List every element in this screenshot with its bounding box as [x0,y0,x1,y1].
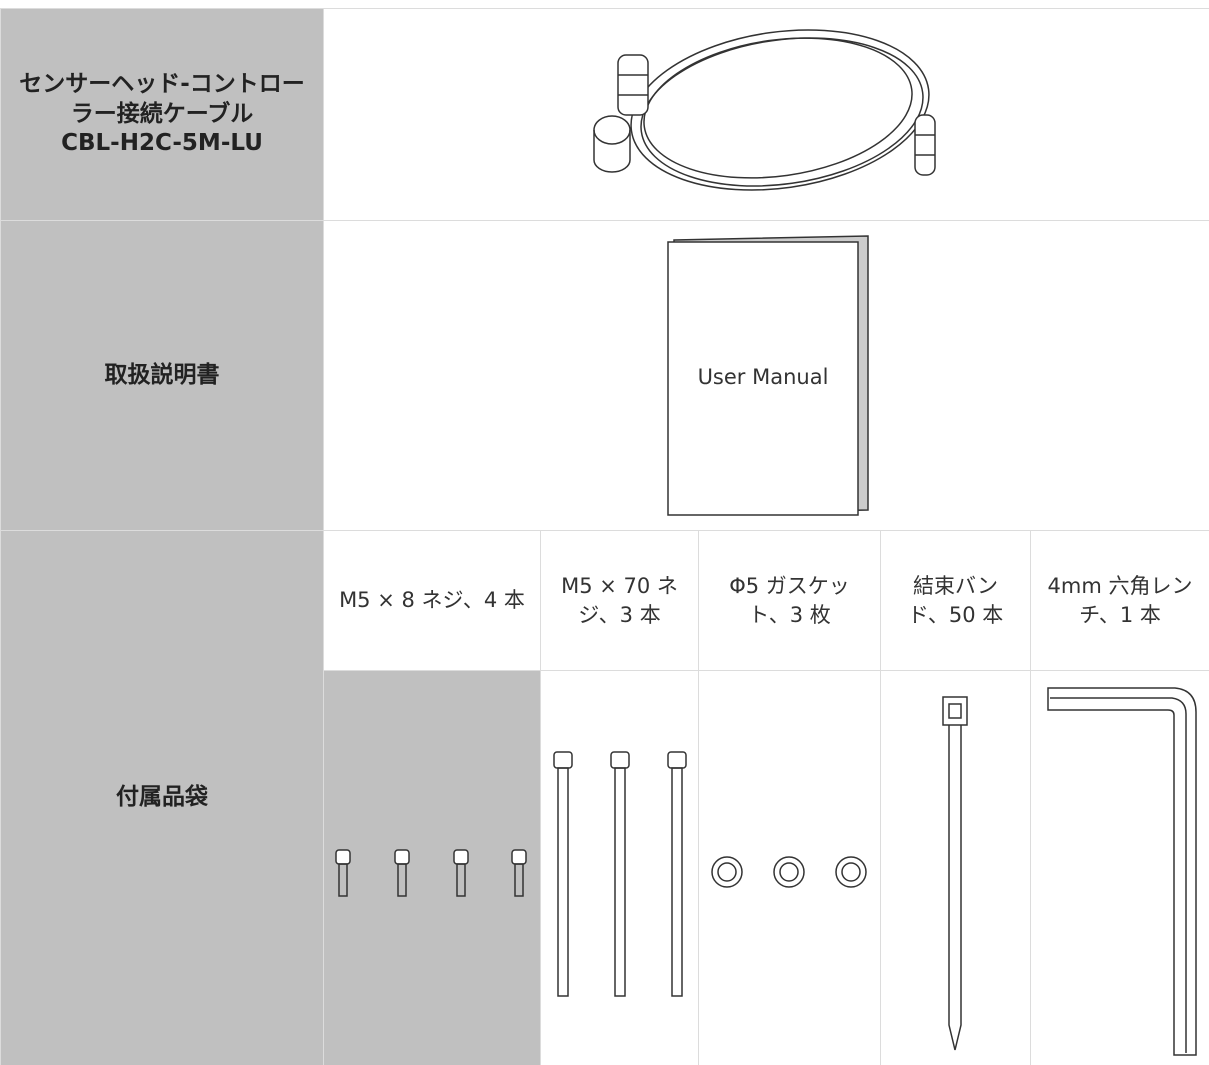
illustration-shape [557,767,569,997]
cable-model: CBL-H2C-5M-LU [61,130,263,157]
illustration-shape [394,849,410,897]
item-label: 結束バンド、50 本 [880,530,1030,670]
illustration-shape [630,29,930,191]
long-screws [553,751,687,997]
image-cell [698,670,880,1065]
illustration-shape [948,725,962,1051]
illustration-shape [511,849,527,865]
image-cell [323,670,540,1065]
image-cell [880,670,1030,1065]
accessories-label: 付属品袋 [116,784,208,811]
manual-label: 取扱説明書 [104,361,220,388]
illustration-shape [1050,697,1187,1053]
illustration-shape [914,114,936,176]
image-cell [1030,670,1209,1065]
illustration-shape [453,849,469,865]
illustration-shape [667,241,859,516]
illustration-shape [841,862,861,882]
illustration-shape [593,115,631,145]
illustration-shape [779,862,799,882]
manual-cover-text: User Manual [698,365,829,389]
item-label: Φ5 ガスケット、3 枚 [698,530,880,670]
item-label: 4mm 六角レンチ、1 本 [1030,530,1209,670]
illustration-shape [456,863,466,897]
cable-tie [942,696,968,1051]
illustration-shape [948,703,962,719]
manual-illustration: User Manual [667,235,869,516]
image-cell [323,8,1209,220]
illustration-shape [335,849,351,865]
cable-label: センサーヘッド-コントローラー接続ケーブル [19,70,305,127]
hex-wrench [1047,687,1197,1056]
header-cell: 取扱説明書 [0,220,323,530]
illustration-shape [835,856,867,888]
item-label: M5 × 8 ネジ、4 本 [323,530,540,670]
illustration-shape [397,863,407,897]
illustration-shape [610,751,630,769]
illustration-shape [453,849,469,897]
illustration-shape [514,863,524,897]
illustration-shape [593,130,631,173]
illustration-shape [717,862,737,882]
illustration-shape [773,856,805,888]
header-cell: センサーヘッド-コントローラー接続ケーブル CBL-H2C-5M-LU [0,8,323,220]
illustration-shape [610,751,630,997]
illustration-shape [338,863,348,897]
item-label: M5 × 70 ネジ、3 本 [540,530,698,670]
image-cell [323,220,1209,530]
illustration-shape [667,751,687,769]
illustration-shape [1047,687,1197,1056]
illustration-shape [617,54,649,116]
illustration-shape [671,767,683,997]
illustration-shape [942,696,968,726]
short-screws [335,849,527,897]
cable-illustration [593,29,936,191]
gaskets [711,856,867,888]
illustration-shape [553,751,573,997]
image-cell [540,670,698,1065]
illustration-shape [553,751,573,769]
illustration-shape [511,849,527,897]
illustration-shape [643,37,913,179]
illustration-shape [667,751,687,997]
illustration-shape [711,856,743,888]
illustration-shape [335,849,351,897]
illustration-shape [394,849,410,865]
illustration-shape [614,767,626,997]
header-cell: 付属品袋 [0,530,323,1065]
